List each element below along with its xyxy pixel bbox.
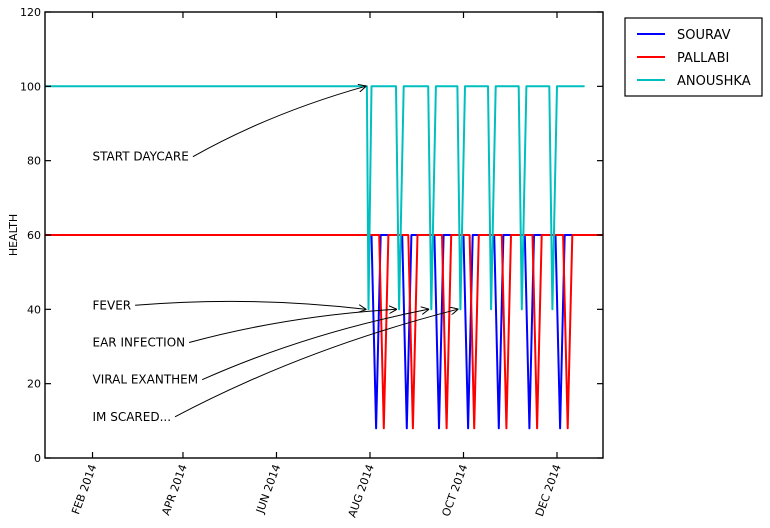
y-tick-label: 80 (27, 155, 41, 168)
series-line-pallabi (45, 234, 603, 430)
annotation-arrow (201, 309, 428, 381)
x-tick-label: DEC 2014 (533, 463, 564, 519)
x-tick-label: OCT 2014 (439, 463, 470, 519)
x-tick-label: AUG 2014 (346, 463, 377, 520)
x-tick-label: FEB 2014 (69, 463, 99, 517)
annotation-start-daycare: START DAYCARE (93, 150, 189, 164)
y-axis: 0 20 40 60 80 100 120 (20, 6, 603, 465)
annotation-im-scared: IM SCARED... (93, 410, 172, 424)
annotation-fever: FEVER (93, 298, 132, 312)
annotation-arrow (135, 300, 365, 309)
series-layer (45, 85, 603, 430)
x-tick-label: APR 2014 (159, 463, 189, 518)
y-tick-label: 20 (27, 378, 41, 391)
legend-label-anoushka: ANOUSHKA (677, 74, 751, 89)
y-tick-label: 0 (34, 452, 41, 465)
annotation-ear-infection: EAR INFECTION (93, 336, 186, 350)
series-line-anoushka (45, 85, 585, 311)
annotation-arrow (174, 309, 457, 418)
legend: SOURAV PALLABI ANOUSHKA (624, 17, 763, 97)
legend-label-pallabi: PALLABI (677, 51, 729, 66)
annotation-layer: START DAYCARE FEVER EAR INFECTION VIRAL EXA… (93, 86, 458, 424)
y-tick-label: 40 (27, 303, 41, 316)
y-tick-label: 120 (20, 6, 41, 19)
annotation-arrow (188, 309, 396, 343)
annotation-arrow (192, 86, 366, 158)
y-tick-label: 100 (20, 80, 41, 93)
y-axis-label: HEALTH (7, 214, 20, 256)
legend-label-sourav: SOURAV (677, 28, 731, 43)
y-tick-label: 60 (27, 229, 41, 242)
series-line-sourav (45, 234, 603, 430)
annotation-viral-exanthem: VIRAL EXANTHEM (93, 373, 199, 387)
x-tick-label: JUN 2014 (253, 463, 283, 516)
